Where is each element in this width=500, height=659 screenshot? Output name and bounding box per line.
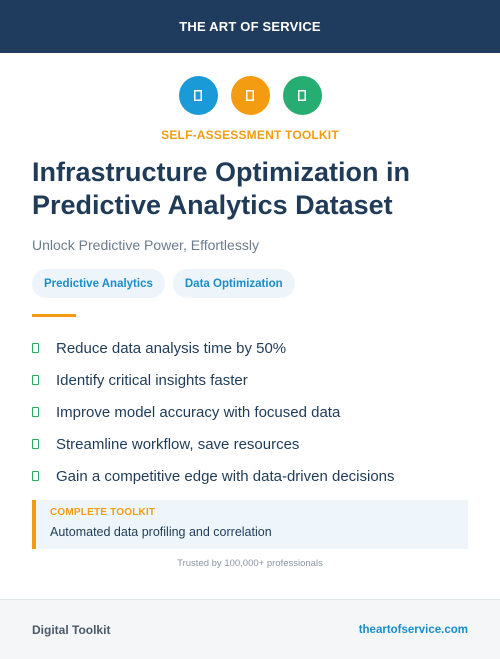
- footer-website-link[interactable]: theartofservice.com: [358, 623, 468, 636]
- feature-text: Improve model accuracy with focused data: [56, 403, 341, 421]
- brand-name: THE ART OF SERVICE: [179, 19, 321, 34]
- checkbox-icon: [32, 471, 39, 481]
- tag-predictive-analytics: Predictive Analytics: [32, 269, 165, 298]
- page-title: Infrastructure Optimization in Predictiv…: [32, 157, 411, 220]
- tag-list: Predictive Analytics Data Optimization: [32, 269, 295, 298]
- feature-text: Streamline workflow, save resources: [56, 435, 300, 453]
- feature-text: Identify critical insights faster: [56, 371, 248, 389]
- feature-item: Gain a competitive edge with data-driven…: [32, 460, 395, 492]
- feature-item: Streamline workflow, save resources: [32, 428, 395, 460]
- doc-icon: [194, 90, 202, 101]
- kicker-label: SELF-ASSESSMENT TOOLKIT: [161, 128, 339, 142]
- circle-orange: [230, 76, 270, 115]
- trust-note: Trusted by 100,000+ professionals: [177, 558, 323, 569]
- toolkit-box-text: Automated data profiling and correlation: [50, 525, 272, 539]
- doc-icon: [246, 90, 254, 101]
- accent-divider: [32, 314, 76, 317]
- footer-bar: Digital Toolkit theartofservice.com: [0, 599, 500, 659]
- feature-item: Improve model accuracy with focused data: [32, 396, 395, 428]
- checkbox-icon: [32, 439, 39, 449]
- checkbox-icon: [32, 375, 39, 385]
- feature-list: Reduce data analysis time by 50% Identif…: [32, 332, 395, 492]
- feature-item: Identify critical insights faster: [32, 364, 395, 396]
- circle-blue: [178, 76, 218, 115]
- feature-item: Reduce data analysis time by 50%: [32, 332, 395, 364]
- feature-text: Reduce data analysis time by 50%: [56, 339, 287, 357]
- header-bar: THE ART OF SERVICE: [0, 0, 500, 53]
- complete-toolkit-box: COMPLETE TOOLKIT Automated data profilin…: [32, 500, 468, 549]
- toolkit-box-label: COMPLETE TOOLKIT: [50, 507, 156, 518]
- tag-data-optimization: Data Optimization: [172, 269, 295, 298]
- doc-icon: [298, 90, 306, 101]
- icon-row: [0, 76, 500, 115]
- footer-label: Digital Toolkit: [32, 622, 111, 637]
- subtitle: Unlock Predictive Power, Effortlessly: [32, 237, 259, 253]
- checkbox-icon: [32, 343, 39, 353]
- circle-green: [282, 76, 322, 115]
- feature-text: Gain a competitive edge with data-driven…: [56, 467, 395, 485]
- checkbox-icon: [32, 407, 39, 417]
